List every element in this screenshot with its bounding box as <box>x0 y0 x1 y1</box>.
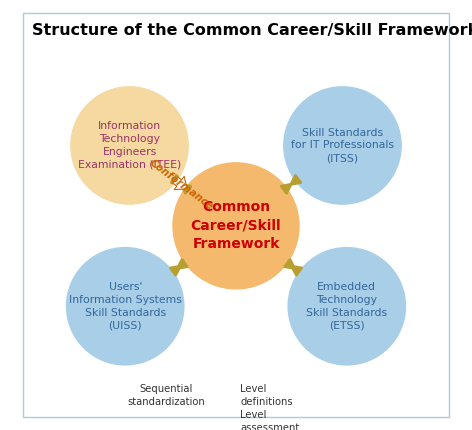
Circle shape <box>67 248 184 365</box>
Text: Embedded
Technology
Skill Standards
(ETSS): Embedded Technology Skill Standards (ETS… <box>306 282 388 330</box>
Circle shape <box>173 163 299 289</box>
Text: Sequential
standardization: Sequential standardization <box>127 384 205 407</box>
Text: Conformance: Conformance <box>147 157 215 212</box>
Text: Skill Standards
for IT Professionals
(ITSS): Skill Standards for IT Professionals (IT… <box>291 128 394 163</box>
Text: Common
Career/Skill
Framework: Common Career/Skill Framework <box>191 200 281 251</box>
Text: Information
Technology
Engineers
Examination (ITEE): Information Technology Engineers Examina… <box>78 121 181 170</box>
Circle shape <box>288 248 405 365</box>
Text: Users'
Information Systems
Skill Standards
(UISS): Users' Information Systems Skill Standar… <box>69 282 182 330</box>
Circle shape <box>284 87 401 204</box>
Circle shape <box>71 87 188 204</box>
Text: Level
definitions
Level
assessment
methods
Glossary
Others: Level definitions Level assessment metho… <box>240 384 300 430</box>
Text: Structure of the Common Career/Skill Framework: Structure of the Common Career/Skill Fra… <box>32 23 472 38</box>
